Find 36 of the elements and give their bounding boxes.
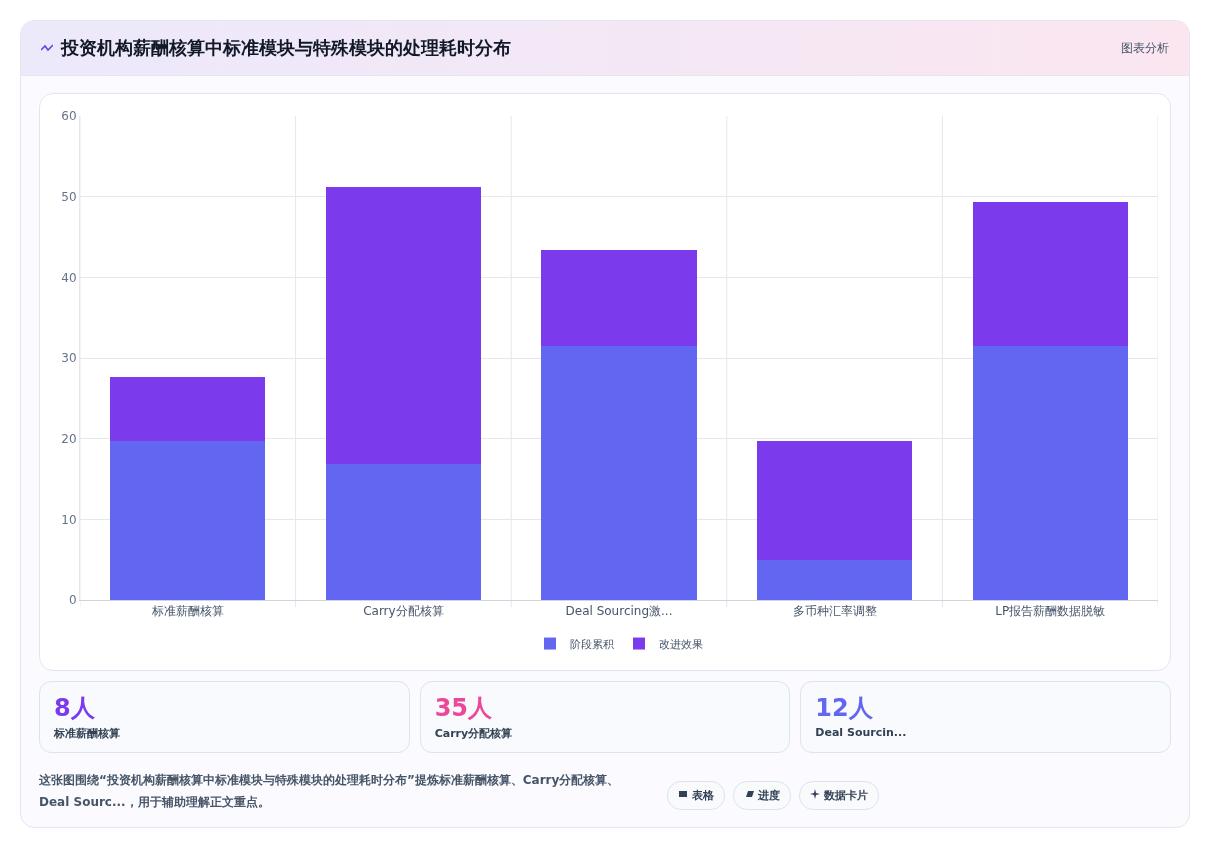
bar <box>541 249 697 346</box>
text: 表格 <box>690 789 714 802</box>
y-tick-label: 40 <box>61 270 77 285</box>
chart-title: 投资机构薪酬核算中标准模块与特殊模块的处理耗时分布 <box>61 36 512 60</box>
bar <box>325 186 482 465</box>
bar <box>110 377 266 442</box>
text: 图表分析 <box>1121 39 1169 57</box>
bar <box>325 464 482 600</box>
x-tick-label: Deal Sourcing激... <box>565 604 673 619</box>
text: 35人 <box>434 693 494 724</box>
y-tick-label: 20 <box>61 431 77 446</box>
legend-label: 改进效果 <box>659 637 703 651</box>
bar <box>541 345 697 600</box>
legend-label: 阶段累积 <box>570 637 614 651</box>
bar <box>756 441 913 560</box>
y-tick-label: 50 <box>61 189 77 204</box>
x-tick-label: Carry分配核算 <box>363 604 444 619</box>
y-tick-label: 0 <box>68 593 77 608</box>
text: Carry分配核算 <box>434 726 514 741</box>
text: 12人 <box>815 693 874 724</box>
bar <box>756 559 913 600</box>
text: Deal Sourcin... <box>815 726 908 739</box>
y-tick-label: 60 <box>61 109 77 124</box>
bar <box>110 441 266 600</box>
bar <box>972 345 1128 600</box>
x-tick-label: 多币种汇率调整 <box>792 604 877 619</box>
bar <box>972 202 1128 346</box>
y-tick-label: 10 <box>61 512 77 527</box>
x-tick-label: LP报告薪酬数据脱敏 <box>995 604 1106 619</box>
text: 8人 <box>54 693 96 724</box>
text: 标准薪酬核算 <box>54 726 121 741</box>
text: 这张图围绕“投资机构薪酬核算中标准模块与特殊模块的处理耗时分布”提炼标准薪酬核算、Carry分配核算、Deal Sourc...，用于辅助理解正文重点。 <box>39 772 621 811</box>
text: 数据卡片 <box>822 789 868 802</box>
text: 进度 <box>756 789 780 802</box>
x-tick-label: 标准薪酬核算 <box>150 604 224 619</box>
y-tick-label: 30 <box>61 351 77 366</box>
